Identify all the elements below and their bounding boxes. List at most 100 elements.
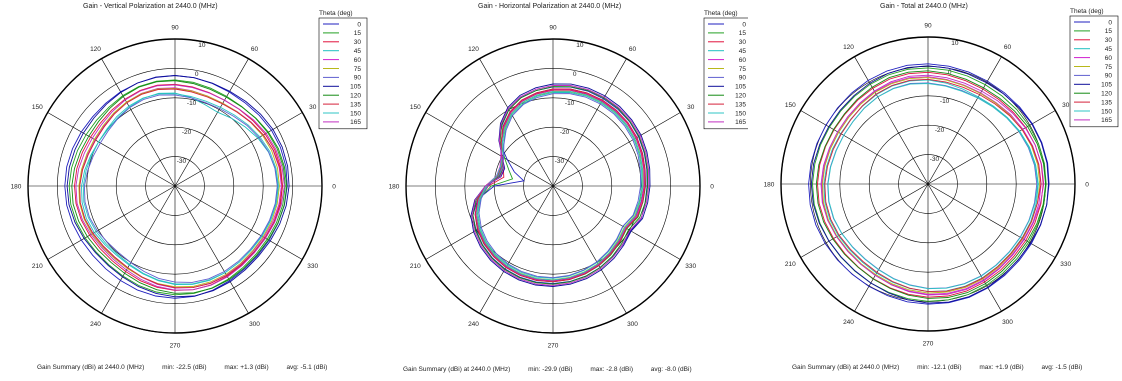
series-line-135	[824, 78, 1042, 293]
series-line-165	[75, 84, 285, 291]
angle-label: 210	[410, 263, 421, 270]
legend-title: Theta (deg)	[319, 10, 353, 17]
legend-label: 135	[1101, 99, 1112, 106]
radial-tick-label: 0	[195, 71, 199, 78]
angle-label: 330	[307, 263, 318, 270]
series-line-60	[821, 76, 1042, 295]
polar-plot-total: 0306090120150180210240270300330100-10-20…	[764, 8, 1119, 348]
legend-label: 15	[354, 30, 362, 37]
angle-label: 120	[90, 46, 101, 53]
angle-label: 120	[843, 44, 854, 51]
summary-avg: avg: -8.0 (dBi)	[650, 366, 692, 373]
legend-label: 60	[1105, 55, 1113, 62]
legend-box	[703, 17, 748, 130]
legend-label: 120	[350, 93, 361, 100]
radial-tick-label: -20	[935, 127, 945, 134]
angle-label: 180	[389, 184, 400, 191]
legend-label: 120	[1101, 91, 1112, 98]
angle-label: 90	[171, 25, 179, 32]
angle-label: 240	[843, 319, 854, 326]
spoke-line	[174, 185, 249, 314]
radial-tick-label: -10	[940, 98, 950, 105]
legend-label: 150	[350, 110, 361, 117]
legend-box	[318, 17, 368, 130]
summary-max: max: +1.9 (dBi)	[979, 364, 1024, 371]
spoke-line	[174, 58, 249, 187]
angle-label: 330	[685, 263, 696, 270]
spoke-line	[479, 58, 554, 187]
legend-label: 90	[354, 75, 362, 82]
summary-min: min: -22.5 (dBi)	[162, 364, 207, 371]
spoke-line	[425, 185, 554, 260]
spoke-line	[425, 112, 554, 187]
angle-label: 90	[549, 25, 557, 32]
legend-label: 0	[1108, 19, 1112, 26]
legend-label: 45	[1105, 46, 1113, 53]
legend-label: 105	[1101, 82, 1112, 89]
angle-label: 30	[1062, 102, 1070, 109]
gain-summary-total: Gain Summary (dBi) at 2440.0 (MHz) min: …	[792, 364, 1098, 371]
series-line-15	[68, 79, 286, 296]
angle-label: 240	[90, 321, 101, 328]
spoke-line	[552, 185, 627, 314]
angle-label: 150	[785, 102, 796, 109]
legend-label: 15	[739, 30, 747, 37]
spoke-line	[174, 112, 303, 187]
series-line-0	[64, 75, 288, 299]
legend-label: 165	[735, 119, 746, 126]
angle-label: 300	[1002, 319, 1013, 326]
polar-plot-vertical: 0306090120150180210240270300330100-10-20…	[11, 10, 368, 350]
summary-min: min: -29.9 (dBi)	[528, 366, 573, 373]
spoke-line	[854, 183, 929, 312]
summary-avg: avg: -1.5 (dBi)	[1041, 364, 1083, 371]
legend-label: 150	[735, 110, 746, 117]
radial-tick-label: -30	[177, 158, 187, 165]
series-line-165	[820, 74, 1045, 296]
angle-label: 0	[332, 184, 336, 191]
legend-label: 90	[1105, 73, 1113, 80]
series-line-120	[815, 70, 1047, 299]
radial-tick-label: -30	[555, 158, 565, 165]
series-line-120	[71, 80, 288, 294]
angle-label: 270	[923, 341, 934, 348]
legend-label: 150	[1101, 108, 1112, 115]
radial-tick-label: 0	[573, 71, 577, 78]
spoke-line	[47, 185, 176, 260]
angle-label: 240	[468, 321, 479, 328]
legend-label: 30	[739, 39, 747, 46]
angle-label: 0	[1085, 182, 1089, 189]
legend-label: 30	[1105, 37, 1113, 44]
angle-label: 270	[170, 343, 181, 350]
angle-label: 30	[687, 104, 695, 111]
series-line-30	[817, 71, 1044, 298]
angle-label: 180	[11, 184, 22, 191]
spoke-line	[927, 183, 1056, 258]
plot-title-vertical: Gain - Vertical Polarization at 2440.0 (…	[83, 3, 218, 10]
spoke-line	[552, 58, 627, 187]
angle-label: 300	[627, 321, 638, 328]
series-line-150	[827, 83, 1039, 290]
series-line-15	[812, 67, 1047, 302]
angle-label: 60	[1004, 44, 1012, 51]
legend-label: 165	[1101, 117, 1112, 124]
angle-label: 60	[251, 46, 259, 53]
legend-title: Theta (deg)	[704, 10, 738, 17]
radial-tick-label: 10	[951, 40, 959, 47]
angle-label: 330	[1060, 261, 1071, 268]
legend-label: 75	[739, 66, 747, 73]
spoke-line	[927, 183, 1002, 312]
legend-label: 30	[354, 39, 362, 46]
angle-label: 60	[629, 46, 637, 53]
legend-label: 60	[354, 57, 362, 64]
series-line-135	[79, 88, 283, 289]
radial-tick-label: 10	[198, 42, 206, 49]
spoke-line	[174, 185, 303, 260]
legend-label: 135	[735, 101, 746, 108]
summary-max: max: +1.3 (dBi)	[224, 364, 269, 371]
summary-min: min: -12.1 (dBi)	[917, 364, 962, 371]
radial-tick-label: -20	[560, 129, 570, 136]
radial-tick-label: -20	[182, 129, 192, 136]
series-line-75	[822, 77, 1041, 294]
summary-label: Gain Summary (dBi) at 2440.0 (MHz)	[403, 366, 511, 373]
